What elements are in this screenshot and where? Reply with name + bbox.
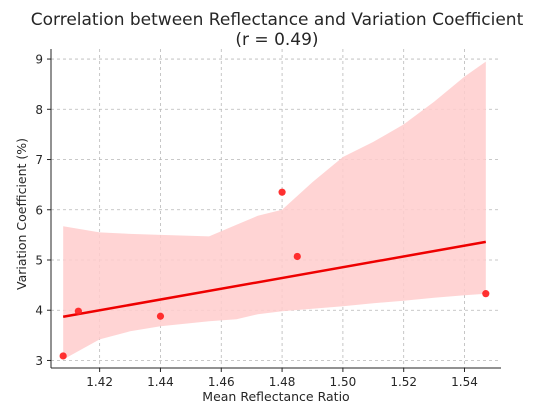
- data-points: [59, 188, 490, 360]
- x-tick-label-2: 1.46: [208, 375, 235, 389]
- y-tick-label-5: 8: [35, 103, 43, 117]
- y-tick-label-3: 6: [35, 203, 43, 217]
- data-point-2: [156, 312, 165, 320]
- x-tick-label-3: 1.48: [269, 375, 296, 389]
- data-point-4: [293, 252, 301, 261]
- y-tick-label-4: 7: [35, 153, 43, 167]
- y-tick-label-0: 3: [35, 354, 43, 368]
- y-tick-label-1: 4: [35, 304, 43, 318]
- x-axis-label: Mean Reflectance Ratio: [202, 389, 349, 404]
- y-tick-label-2: 5: [35, 253, 43, 267]
- data-point-3: [278, 188, 286, 196]
- y-axis-ticks: 3 4 5 6 7 8 9: [35, 53, 51, 368]
- x-tick-label-4: 1.50: [330, 375, 357, 389]
- x-tick-label-0: 1.42: [86, 375, 113, 389]
- data-point-0: [59, 352, 67, 360]
- chart-subtitle: (r = 0.49): [235, 30, 318, 50]
- x-tick-label-5: 1.52: [390, 375, 417, 389]
- confidence-band: [63, 61, 486, 360]
- y-tick-label-6: 9: [35, 53, 43, 67]
- x-axis-ticks: 1.42 1.44 1.46 1.48 1.50 1.52 1.54: [86, 368, 478, 389]
- data-point-1: [74, 307, 82, 315]
- x-tick-label-1: 1.44: [147, 375, 174, 389]
- x-tick-label-6: 1.54: [451, 375, 478, 389]
- data-point-5: [482, 290, 490, 298]
- y-axis-label: Variation Coefficient (%): [14, 138, 29, 290]
- chart-title: Correlation between Reflectance and Vari…: [31, 10, 524, 30]
- regression-line: [62, 240, 487, 318]
